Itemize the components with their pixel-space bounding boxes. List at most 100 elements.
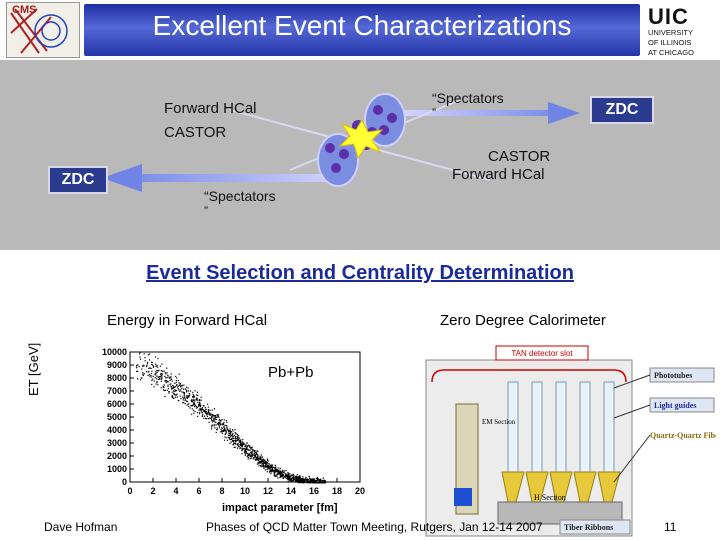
scatter-point bbox=[135, 365, 138, 367]
scatter-point bbox=[254, 454, 257, 456]
scatter-point bbox=[196, 398, 198, 400]
scatter-point bbox=[300, 477, 303, 480]
scatter-point bbox=[184, 398, 186, 400]
scatter-point bbox=[263, 461, 265, 463]
scatter-point bbox=[225, 430, 227, 432]
scatter-point bbox=[280, 472, 282, 474]
right-detector-top: CASTOR bbox=[488, 148, 551, 165]
scatter-point bbox=[245, 449, 247, 451]
scatter-point bbox=[196, 412, 199, 414]
scatter-point bbox=[156, 371, 158, 374]
scatter-point bbox=[298, 477, 300, 479]
scatter-point bbox=[305, 476, 307, 479]
scatter-point bbox=[166, 377, 168, 379]
scatter-point bbox=[156, 375, 158, 377]
scatter-point bbox=[185, 397, 187, 399]
cms-logo-text: CMS bbox=[12, 4, 37, 16]
scatter-point bbox=[183, 402, 185, 404]
scatter-point bbox=[161, 373, 163, 375]
light-guides-label: Light guides bbox=[654, 401, 696, 410]
scatter-point bbox=[323, 479, 325, 482]
scatter-point bbox=[221, 431, 223, 433]
scatter-point bbox=[290, 474, 292, 476]
scatter-point bbox=[199, 409, 201, 411]
scatter-point bbox=[292, 480, 294, 482]
x-tick-label: 16 bbox=[309, 486, 319, 494]
scatter-point bbox=[171, 396, 173, 399]
scatter-point bbox=[154, 374, 156, 376]
scatter-point bbox=[195, 397, 197, 399]
title-bar bbox=[84, 4, 640, 56]
scatter-point bbox=[299, 477, 301, 479]
scatter-point bbox=[163, 389, 165, 392]
scatter-point bbox=[205, 410, 207, 413]
scatter-point bbox=[183, 396, 186, 398]
scatter-point bbox=[304, 482, 306, 484]
scatter-point bbox=[268, 466, 270, 469]
scatter-point bbox=[280, 474, 282, 477]
scatter-point bbox=[193, 403, 196, 405]
scatter-point bbox=[316, 479, 319, 481]
scatter-point bbox=[242, 449, 244, 451]
scatter-point bbox=[281, 471, 283, 473]
scatter-point bbox=[170, 383, 172, 385]
scatter-point bbox=[246, 447, 248, 449]
scatter-point bbox=[150, 372, 153, 375]
scatter-point bbox=[186, 389, 188, 391]
scatter-point bbox=[188, 390, 190, 392]
scatter-point bbox=[292, 479, 294, 481]
scatter-point bbox=[191, 401, 193, 403]
scatter-point bbox=[218, 416, 220, 418]
scatter-point bbox=[262, 464, 265, 466]
scatter-point bbox=[241, 450, 243, 452]
scatter-point bbox=[155, 372, 157, 375]
scatter-point bbox=[200, 396, 202, 398]
scatter-point bbox=[311, 478, 313, 480]
scatter-point bbox=[203, 409, 206, 411]
scatter-point bbox=[142, 372, 144, 374]
scatter-point bbox=[293, 477, 295, 479]
scatter-point bbox=[197, 399, 199, 401]
scatter-point bbox=[166, 367, 168, 369]
scatter-point bbox=[323, 482, 325, 484]
scatter-point bbox=[324, 480, 326, 482]
scatter-point bbox=[271, 469, 274, 471]
scatter-point bbox=[243, 443, 245, 445]
scatter-point bbox=[295, 481, 297, 483]
scatter-point bbox=[228, 432, 230, 435]
scatter-point bbox=[232, 432, 234, 435]
scatter-point bbox=[200, 409, 202, 411]
scatter-point bbox=[282, 476, 284, 478]
scatter-point bbox=[272, 471, 274, 473]
scatter-point bbox=[172, 387, 175, 389]
scatter-point bbox=[223, 439, 226, 441]
scatter-point bbox=[216, 415, 218, 417]
y-tick-label: 2000 bbox=[107, 451, 127, 461]
scatter-point bbox=[139, 356, 141, 358]
scatter-point bbox=[163, 384, 165, 386]
y-tick-label: 0 bbox=[122, 477, 127, 487]
scatter-point bbox=[265, 465, 267, 467]
scatter-point bbox=[258, 461, 261, 464]
scatter-point bbox=[173, 386, 176, 389]
scatter-point bbox=[176, 384, 178, 386]
scatter-point bbox=[206, 414, 208, 416]
scatter-point bbox=[206, 412, 208, 414]
scatter-point bbox=[246, 442, 248, 444]
y-tick-label: 1000 bbox=[107, 464, 127, 474]
scatter-point bbox=[318, 482, 320, 484]
scatter-point bbox=[176, 393, 178, 395]
scatter-point bbox=[175, 381, 177, 383]
scatter-point bbox=[171, 395, 173, 397]
scatter-point bbox=[252, 449, 254, 451]
scatter-point bbox=[301, 481, 303, 484]
scatter-point bbox=[273, 473, 275, 475]
scatter-point bbox=[320, 479, 322, 481]
scatter-point bbox=[193, 399, 195, 401]
scatter-point bbox=[270, 471, 273, 473]
scatter-point bbox=[146, 363, 148, 365]
scatter-point bbox=[203, 410, 205, 412]
scatter-point bbox=[191, 408, 193, 410]
scatter-point bbox=[257, 459, 260, 462]
scatter-point bbox=[143, 353, 145, 355]
